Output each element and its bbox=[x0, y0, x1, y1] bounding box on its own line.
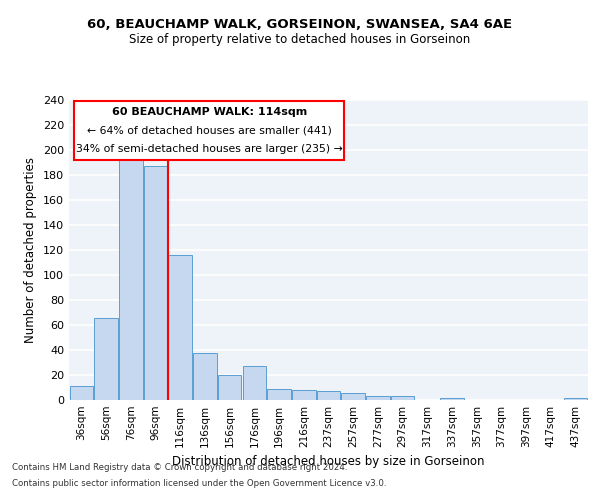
Bar bbox=[317, 391, 340, 400]
Text: ← 64% of detached houses are smaller (441): ← 64% of detached houses are smaller (44… bbox=[86, 126, 332, 136]
Bar bbox=[391, 396, 415, 400]
Bar bbox=[242, 366, 266, 400]
Text: Size of property relative to detached houses in Gorseinon: Size of property relative to detached ho… bbox=[130, 32, 470, 46]
Bar bbox=[366, 396, 389, 400]
Y-axis label: Number of detached properties: Number of detached properties bbox=[25, 157, 37, 343]
Text: 34% of semi-detached houses are larger (235) →: 34% of semi-detached houses are larger (… bbox=[76, 144, 343, 154]
FancyBboxPatch shape bbox=[74, 102, 344, 160]
Text: 60, BEAUCHAMP WALK, GORSEINON, SWANSEA, SA4 6AE: 60, BEAUCHAMP WALK, GORSEINON, SWANSEA, … bbox=[88, 18, 512, 30]
X-axis label: Distribution of detached houses by size in Gorseinon: Distribution of detached houses by size … bbox=[172, 456, 485, 468]
Bar bbox=[193, 352, 217, 400]
Bar bbox=[144, 166, 167, 400]
Bar bbox=[564, 398, 587, 400]
Bar bbox=[268, 389, 291, 400]
Bar bbox=[70, 386, 93, 400]
Bar bbox=[119, 152, 143, 400]
Bar bbox=[169, 255, 192, 400]
Text: 60 BEAUCHAMP WALK: 114sqm: 60 BEAUCHAMP WALK: 114sqm bbox=[112, 107, 307, 117]
Text: Contains public sector information licensed under the Open Government Licence v3: Contains public sector information licen… bbox=[12, 478, 386, 488]
Text: Contains HM Land Registry data © Crown copyright and database right 2024.: Contains HM Land Registry data © Crown c… bbox=[12, 464, 347, 472]
Bar bbox=[218, 375, 241, 400]
Bar bbox=[440, 398, 464, 400]
Bar bbox=[94, 318, 118, 400]
Bar bbox=[292, 390, 316, 400]
Bar bbox=[341, 392, 365, 400]
